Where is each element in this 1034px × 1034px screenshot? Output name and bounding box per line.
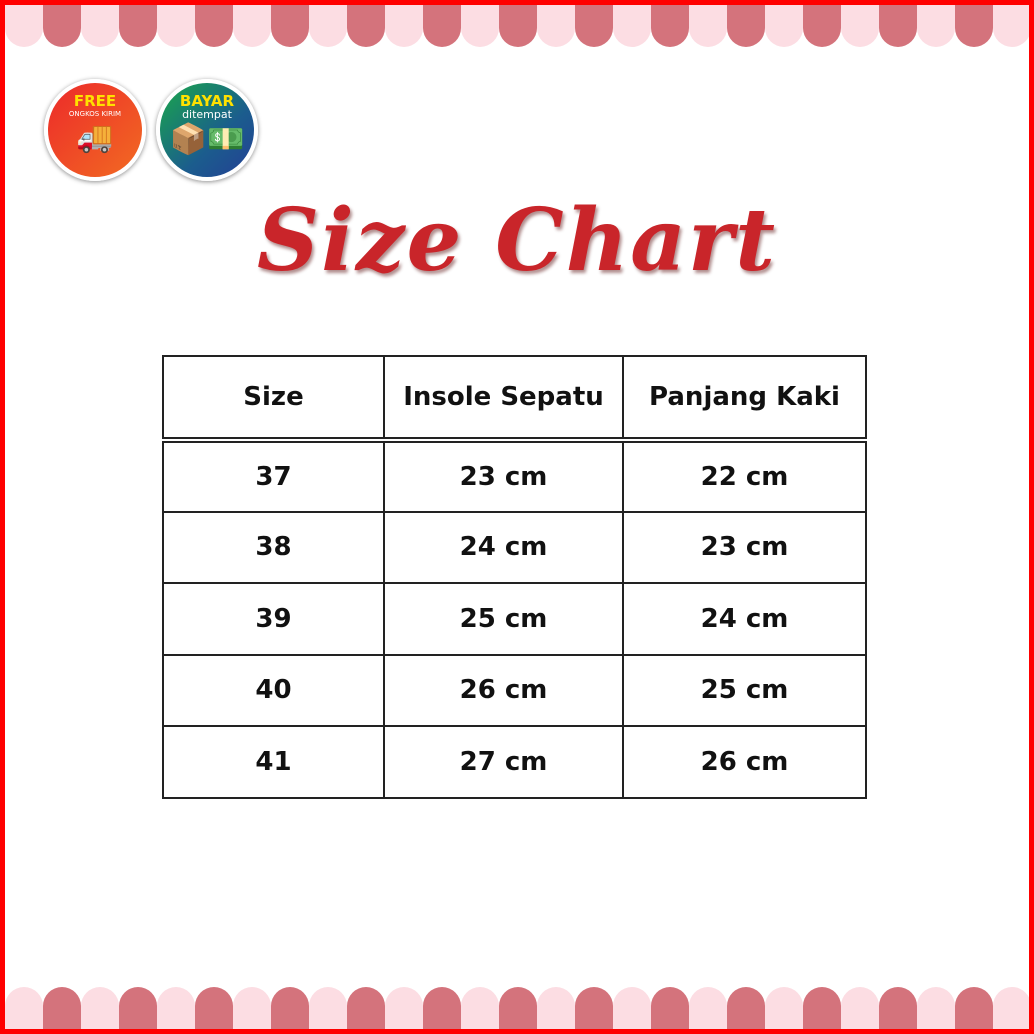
table-cell: 26 cm xyxy=(622,725,867,799)
header-foot-length: Panjang Kaki xyxy=(622,355,867,443)
scallop xyxy=(803,5,841,47)
bottom-awning xyxy=(5,985,1029,1029)
scallop xyxy=(537,987,575,1029)
scallop xyxy=(917,5,955,47)
badge-title: BAYAR xyxy=(179,92,235,110)
table-cell: 23 cm xyxy=(622,510,867,584)
table-row: 37 23 cm 22 cm xyxy=(162,439,867,513)
scallop xyxy=(879,987,917,1029)
table-header-row: Size Insole Sepatu Panjang Kaki xyxy=(162,355,867,443)
delivery-truck-icon: 🚚 xyxy=(76,120,114,155)
scallop xyxy=(575,987,613,1029)
scallop xyxy=(765,987,803,1029)
scallop xyxy=(727,987,765,1029)
scallop xyxy=(81,987,119,1029)
table-cell: 37 xyxy=(162,439,385,513)
table-row: 38 24 cm 23 cm xyxy=(162,510,867,584)
table-cell: 24 cm xyxy=(622,582,867,656)
table-cell: 24 cm xyxy=(383,510,624,584)
scallop xyxy=(81,5,119,47)
scallop xyxy=(879,5,917,47)
scallop xyxy=(461,987,499,1029)
free-shipping-badge: FREE ONGKOS KIRIM 🚚 xyxy=(44,79,146,181)
scallop xyxy=(309,987,347,1029)
badge-subtitle: ditempat xyxy=(182,108,232,121)
scallop xyxy=(271,5,309,47)
table-row: 39 25 cm 24 cm xyxy=(162,582,867,656)
cash-on-delivery-icon: 📦💵 xyxy=(169,122,245,157)
scallop xyxy=(651,5,689,47)
scallop xyxy=(537,5,575,47)
scallop xyxy=(43,5,81,47)
scallop xyxy=(613,987,651,1029)
scallop xyxy=(5,5,43,47)
scallop xyxy=(309,5,347,47)
scallop xyxy=(841,5,879,47)
scallop xyxy=(461,5,499,47)
table-row: 41 27 cm 26 cm xyxy=(162,725,867,799)
size-table: Size Insole Sepatu Panjang Kaki 37 23 cm 2… xyxy=(162,355,867,799)
cod-badge: BAYAR ditempat 📦💵 xyxy=(156,79,258,181)
table-row: 40 26 cm 25 cm xyxy=(162,653,867,727)
scallop xyxy=(195,5,233,47)
scallop xyxy=(917,987,955,1029)
scallop xyxy=(727,5,765,47)
table-cell: 41 xyxy=(162,725,385,799)
scallop xyxy=(575,5,613,47)
scallop xyxy=(347,5,385,47)
scallop xyxy=(233,5,271,47)
scallop xyxy=(993,987,1029,1029)
table-cell: 40 xyxy=(162,653,385,727)
scallop xyxy=(43,987,81,1029)
scallop xyxy=(271,987,309,1029)
scallop xyxy=(689,5,727,47)
table-cell: 25 cm xyxy=(383,582,624,656)
scallop xyxy=(651,987,689,1029)
scallop xyxy=(119,987,157,1029)
table-cell: 39 xyxy=(162,582,385,656)
scallop xyxy=(233,987,271,1029)
scallop xyxy=(423,5,461,47)
scallop xyxy=(499,987,537,1029)
scallop xyxy=(385,987,423,1029)
table-cell: 25 cm xyxy=(622,653,867,727)
scallop xyxy=(955,5,993,47)
scallop xyxy=(423,987,461,1029)
scallop xyxy=(5,987,43,1029)
table-cell: 27 cm xyxy=(383,725,624,799)
badge-subtitle: ONGKOS KIRIM xyxy=(68,110,122,118)
scallop xyxy=(119,5,157,47)
scallop xyxy=(765,5,803,47)
scallop xyxy=(955,987,993,1029)
badge-title: FREE xyxy=(73,92,117,110)
scallop xyxy=(385,5,423,47)
table-cell: 23 cm xyxy=(383,439,624,513)
scallop xyxy=(347,987,385,1029)
header-size: Size xyxy=(162,355,385,443)
scallop xyxy=(803,987,841,1029)
table-cell: 22 cm xyxy=(622,439,867,513)
page-title: Size Chart xyxy=(256,190,777,291)
scallop xyxy=(499,5,537,47)
scallop xyxy=(689,987,727,1029)
table-cell: 38 xyxy=(162,510,385,584)
scallop xyxy=(157,5,195,47)
scallop xyxy=(993,5,1029,47)
scallop xyxy=(841,987,879,1029)
top-awning xyxy=(5,5,1029,49)
scallop xyxy=(195,987,233,1029)
scallop xyxy=(157,987,195,1029)
table-cell: 26 cm xyxy=(383,653,624,727)
header-insole: Insole Sepatu xyxy=(383,355,624,443)
scallop xyxy=(613,5,651,47)
